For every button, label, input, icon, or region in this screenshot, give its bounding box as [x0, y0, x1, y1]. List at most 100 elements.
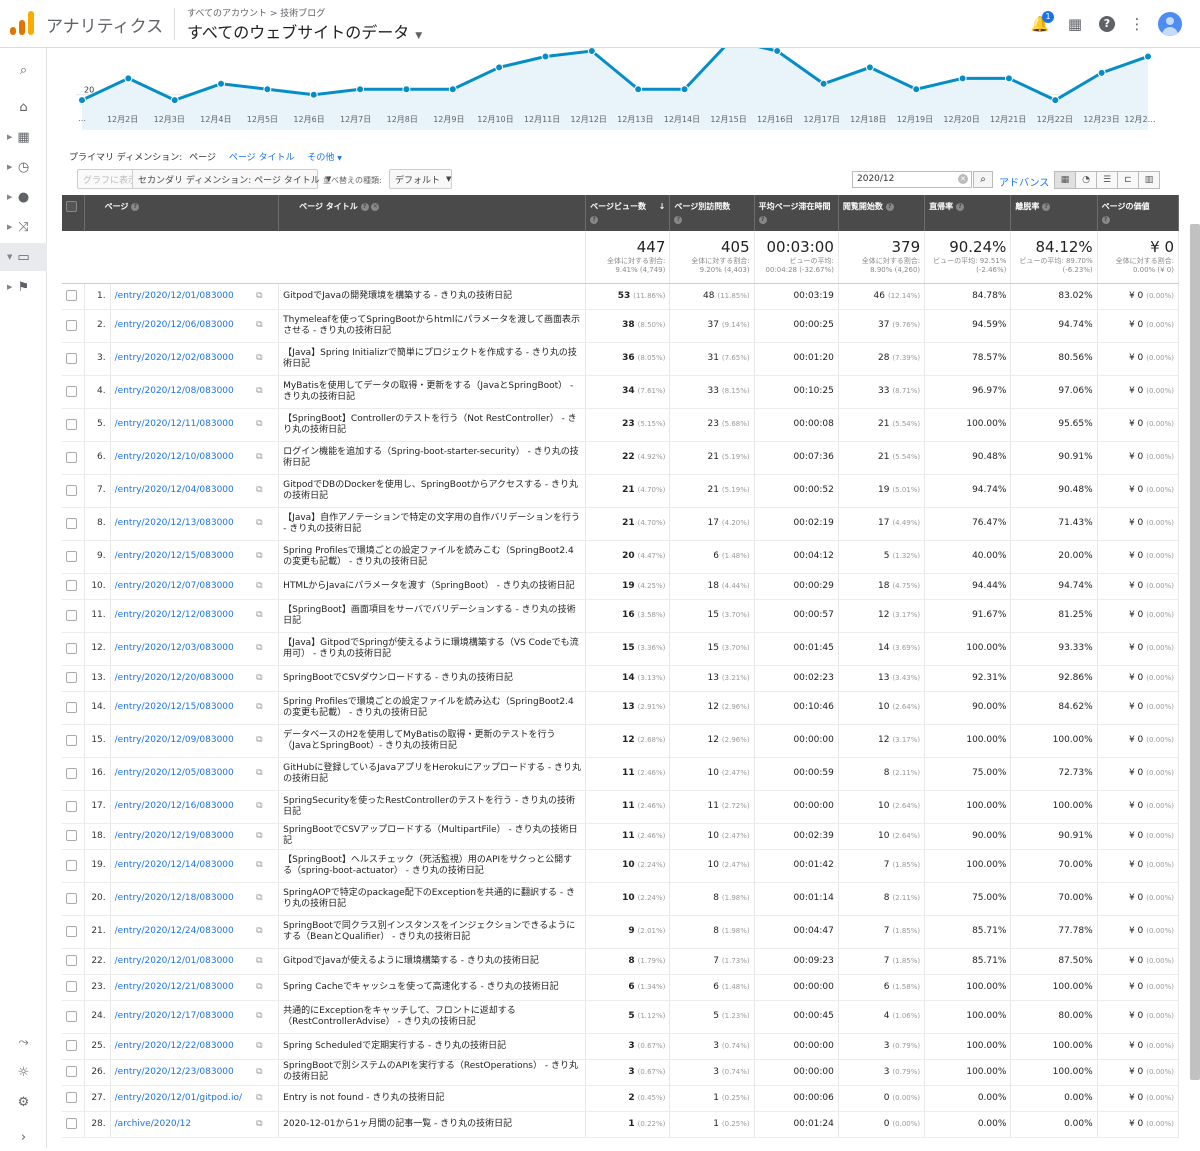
row-checkbox[interactable]: [66, 672, 77, 683]
open-page-icon[interactable]: ⧉: [240, 724, 280, 758]
data-point[interactable]: [1051, 96, 1060, 105]
table-row[interactable]: 19./entry/2020/12/14/083000 ⧉ 【SpringBoot】…: [62, 849, 1180, 883]
sort-type-select[interactable]: デフォルト ▼: [389, 169, 452, 189]
row-checkbox[interactable]: [66, 767, 77, 779]
table-row[interactable]: 20./entry/2020/12/18/083000 ⧉ SpringAOPで特定…: [62, 882, 1180, 916]
row-checkbox[interactable]: [66, 290, 77, 301]
data-point[interactable]: [680, 85, 689, 94]
page-link[interactable]: /entry/2020/12/01/083000: [110, 948, 241, 975]
open-page-icon[interactable]: ⧉: [240, 948, 280, 975]
sidebar-item-behavior[interactable]: ▼ ▭: [0, 243, 47, 271]
open-page-icon[interactable]: ⧉: [240, 1033, 280, 1060]
search-icon[interactable]: ⌕: [19, 62, 28, 78]
home-icon[interactable]: ⌂: [19, 99, 28, 115]
page-link[interactable]: /entry/2020/12/04/083000: [110, 474, 241, 508]
view-selector[interactable]: すべてのウェブサイトのデータ ▼: [187, 19, 422, 43]
row-checkbox[interactable]: [66, 1118, 77, 1129]
clear-icon[interactable]: ✕: [958, 174, 968, 184]
comparison-view-icon[interactable]: ⊏: [1117, 171, 1139, 189]
row-checkbox[interactable]: [66, 1092, 77, 1103]
data-point[interactable]: [170, 96, 179, 105]
data-point[interactable]: [495, 63, 504, 72]
advanced-filter-link[interactable]: アドバンス: [999, 178, 1050, 189]
secondary-dimension-select[interactable]: セカンダリ ディメンション: ページ タイトル ▼: [132, 169, 331, 189]
data-point[interactable]: [356, 85, 365, 94]
open-page-icon[interactable]: ⧉: [240, 1085, 280, 1112]
row-checkbox[interactable]: [66, 418, 77, 430]
col-entrances[interactable]: 閲覧開始数 ?: [838, 195, 926, 231]
row-checkbox[interactable]: [66, 925, 77, 937]
page-link[interactable]: /entry/2020/12/20/083000: [110, 665, 241, 692]
sidebar-item-conversions[interactable]: ▶ ⚑: [0, 273, 47, 301]
data-point[interactable]: [587, 47, 596, 56]
table-row[interactable]: 14./entry/2020/12/15/083000 ⧉ Spring Profi…: [62, 691, 1180, 725]
table-row[interactable]: 5./entry/2020/12/11/083000 ⧉ 【SpringBoot】C…: [62, 408, 1180, 442]
page-link[interactable]: /entry/2020/12/17/083000: [110, 1000, 241, 1034]
page-link[interactable]: /entry/2020/12/01/083000: [110, 283, 241, 310]
scrollbar[interactable]: [1190, 224, 1200, 1080]
open-page-icon[interactable]: ⧉: [240, 1059, 280, 1086]
row-checkbox[interactable]: [66, 800, 77, 812]
row-checkbox[interactable]: [66, 1066, 77, 1077]
row-checkbox[interactable]: [66, 484, 77, 496]
open-page-icon[interactable]: ⧉: [240, 309, 280, 343]
help-icon[interactable]: ?: [1101, 215, 1110, 224]
page-link[interactable]: /entry/2020/12/02/083000: [110, 342, 241, 376]
page-link[interactable]: /entry/2020/12/03/083000: [110, 632, 241, 666]
pie-view-icon[interactable]: ◔: [1075, 171, 1097, 189]
open-page-icon[interactable]: ⧉: [240, 1111, 280, 1138]
open-page-icon[interactable]: ⧉: [240, 691, 280, 725]
open-page-icon[interactable]: ⧉: [240, 665, 280, 692]
data-point[interactable]: [402, 85, 411, 94]
data-point[interactable]: [541, 52, 550, 61]
help-icon[interactable]: ?: [885, 202, 894, 211]
table-row[interactable]: 3./entry/2020/12/02/083000 ⧉ 【Java】Spring …: [62, 342, 1180, 376]
col-pageviews[interactable]: ページビュー数 ↓?: [585, 195, 671, 231]
open-page-icon[interactable]: ⧉: [240, 573, 280, 600]
dimension-page-title-link[interactable]: ページ タイトル: [228, 153, 295, 163]
help-icon[interactable]: ?: [955, 202, 964, 211]
data-point[interactable]: [634, 85, 643, 94]
data-point[interactable]: [263, 85, 272, 94]
table-row[interactable]: 16./entry/2020/12/05/083000 ⧉ GitHubに登録してい…: [62, 757, 1180, 791]
help-icon[interactable]: ?: [360, 202, 369, 211]
row-checkbox[interactable]: [66, 955, 77, 966]
table-row[interactable]: 15./entry/2020/12/09/083000 ⧉ データベースのH2を使用…: [62, 724, 1180, 758]
page-link[interactable]: /entry/2020/12/06/083000: [110, 309, 241, 343]
table-row[interactable]: 12./entry/2020/12/03/083000 ⧉ 【Java】Gitpod…: [62, 632, 1180, 666]
page-link[interactable]: /entry/2020/12/09/083000: [110, 724, 241, 758]
table-row[interactable]: 28./archive/2020/12 ⧉ 2020-12-01から1ヶ月間の記事一…: [62, 1111, 1180, 1138]
data-point[interactable]: [448, 85, 457, 94]
row-checkbox[interactable]: [66, 892, 77, 904]
sidebar-item-realtime[interactable]: ▶ ◷: [0, 153, 47, 181]
search-icon[interactable]: ⌕: [973, 171, 993, 188]
open-page-icon[interactable]: ⧉: [240, 882, 280, 916]
open-page-icon[interactable]: ⧉: [240, 283, 280, 310]
sidebar-item-acquisition[interactable]: ▶ ⤨: [0, 213, 47, 241]
table-row[interactable]: 9./entry/2020/12/15/083000 ⧉ Spring Profil…: [62, 540, 1180, 574]
dimension-other-dropdown[interactable]: その他 ▼: [307, 153, 342, 163]
table-row[interactable]: 8./entry/2020/12/13/083000 ⧉ 【Java】自作アノテーシ…: [62, 507, 1180, 541]
open-page-icon[interactable]: ⧉: [240, 599, 280, 633]
row-checkbox[interactable]: [66, 981, 77, 992]
data-point[interactable]: [865, 63, 874, 72]
table-row[interactable]: 23./entry/2020/12/21/083000 ⧉ Spring Cache…: [62, 974, 1180, 1001]
open-page-icon[interactable]: ⧉: [240, 474, 280, 508]
page-link[interactable]: /entry/2020/12/19/083000: [110, 823, 241, 850]
open-page-icon[interactable]: ⧉: [240, 849, 280, 883]
table-row[interactable]: 6./entry/2020/12/10/083000 ⧉ ログイン機能を追加する（S…: [62, 441, 1180, 475]
page-link[interactable]: /entry/2020/12/21/083000: [110, 974, 241, 1001]
table-row[interactable]: 17./entry/2020/12/16/083000 ⧉ SpringSecuri…: [62, 790, 1180, 824]
pivot-view-icon[interactable]: ▥: [1138, 171, 1160, 189]
help-icon[interactable]: ?: [590, 215, 599, 224]
table-row[interactable]: 1./entry/2020/12/01/083000 ⧉ GitpodでJavaの開…: [62, 283, 1180, 310]
page-link[interactable]: /archive/2020/12: [110, 1111, 241, 1138]
row-checkbox[interactable]: [66, 701, 77, 713]
page-link[interactable]: /entry/2020/12/22/083000: [110, 1033, 241, 1060]
data-point[interactable]: [773, 47, 782, 56]
breadcrumb[interactable]: すべてのアカウント > 技術ブログ: [187, 9, 326, 19]
col-avg-time[interactable]: 平均ページ滞在時間 ?: [754, 195, 839, 231]
row-checkbox[interactable]: [66, 609, 77, 621]
col-unique-pageviews[interactable]: ページ別訪問数?: [669, 195, 755, 231]
page-link[interactable]: /entry/2020/12/18/083000: [110, 882, 241, 916]
